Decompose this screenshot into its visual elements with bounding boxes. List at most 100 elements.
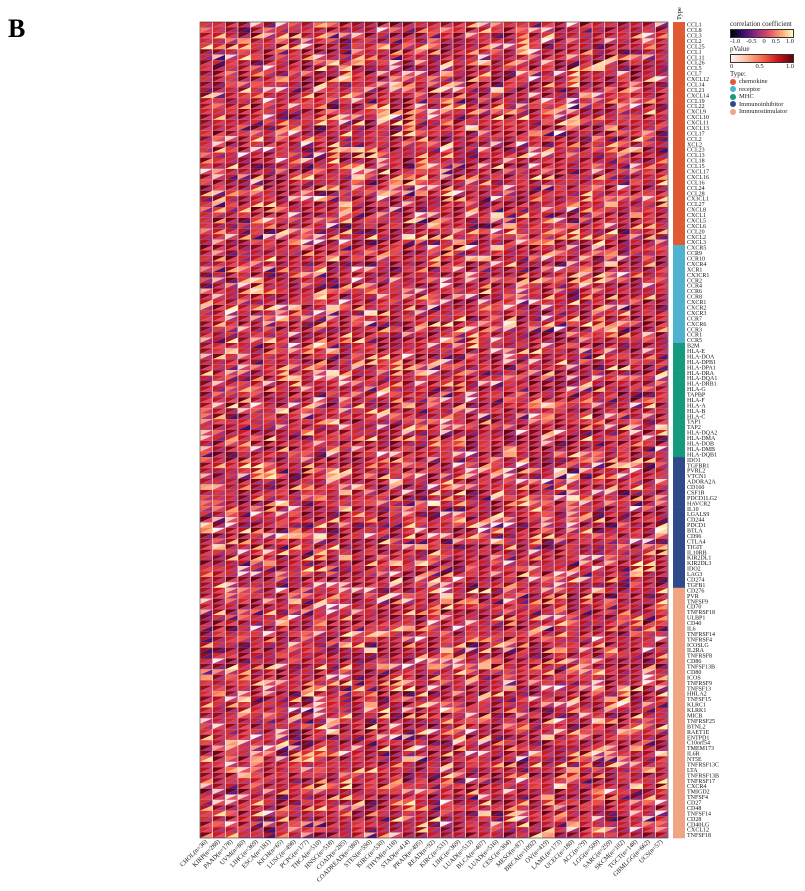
heatmap-cell-correlation: [225, 70, 238, 77]
heatmap-cell-correlation: [642, 245, 656, 251]
heatmap-cell-pvalue: [541, 239, 555, 246]
heatmap-cell-correlation: [212, 98, 226, 104]
heatmap-cell-correlation: [579, 168, 593, 175]
heatmap-cell-correlation: [592, 234, 605, 240]
heatmap-cell-correlation: [313, 43, 327, 50]
heatmap-cell-correlation: [427, 239, 441, 246]
heatmap-cell-pvalue: [301, 109, 314, 115]
heatmap-cell-correlation: [250, 136, 264, 142]
heatmap-cell-pvalue: [250, 234, 264, 240]
heatmap-cell-pvalue: [478, 32, 491, 39]
heatmap-cell-pvalue: [237, 65, 251, 71]
heatmap-cell-correlation: [478, 245, 491, 251]
heatmap-cell-correlation: [503, 114, 517, 120]
heatmap-cell-pvalue: [225, 49, 238, 55]
heatmap-cell-correlation: [604, 81, 618, 88]
heatmap-cell-correlation: [579, 217, 593, 224]
heatmap-cell-correlation: [200, 22, 213, 28]
heatmap-cell-pvalue: [630, 239, 643, 246]
heatmap-cell-correlation: [364, 92, 378, 99]
heatmap-cell-correlation: [326, 234, 340, 240]
heatmap-cell-pvalue: [604, 49, 618, 55]
heatmap-cell-correlation: [415, 114, 428, 120]
heatmap-cell-pvalue: [237, 168, 251, 175]
heatmap-cell-pvalue: [288, 109, 302, 115]
heatmap-cell-pvalue: [364, 27, 378, 33]
heatmap-cell-pvalue: [288, 190, 302, 197]
heatmap-cell-correlation: [554, 255, 567, 262]
heatmap-cell-pvalue: [237, 60, 251, 66]
heatmap-cell-correlation: [288, 27, 302, 33]
heatmap-cell-correlation: [351, 119, 365, 126]
heatmap-cell-pvalue: [364, 76, 378, 82]
heatmap-cell-correlation: [301, 163, 314, 169]
heatmap-cell-pvalue: [389, 196, 403, 202]
heatmap-cell-pvalue: [389, 87, 403, 93]
heatmap-cell-pvalue: [237, 255, 251, 262]
heatmap-cell-pvalue: [200, 98, 213, 104]
heatmap-cell-correlation: [415, 119, 428, 126]
heatmap-cell-correlation: [225, 261, 238, 267]
heatmap-cell-pvalue: [478, 27, 491, 33]
heatmap-cell-pvalue: [364, 65, 378, 71]
heatmap-cell-correlation: [200, 103, 213, 110]
heatmap-cell-pvalue: [415, 141, 428, 148]
heatmap-cell-pvalue: [490, 250, 504, 256]
heatmap-cell-pvalue: [237, 70, 251, 77]
heatmap-cell-correlation: [478, 32, 491, 39]
heatmap-cell-pvalue: [288, 179, 302, 186]
heatmap-cell-correlation: [275, 125, 289, 131]
heatmap-cell-pvalue: [263, 43, 276, 50]
heatmap-cell-correlation: [655, 38, 668, 44]
heatmap-cell-pvalue: [604, 190, 618, 197]
heatmap-cell-pvalue: [313, 179, 327, 186]
heatmap-cell-pvalue: [452, 32, 466, 39]
heatmap-cell-correlation: [415, 54, 428, 61]
heatmap-cell-correlation: [326, 109, 340, 115]
heatmap-cell-pvalue: [541, 76, 555, 82]
heatmap-cell-correlation: [503, 239, 517, 246]
heatmap-cell-pvalue: [630, 60, 643, 66]
heatmap-cell-correlation: [288, 32, 302, 39]
heatmap-cell-correlation: [237, 76, 251, 82]
heatmap-cell-correlation: [427, 109, 441, 115]
heatmap-cell-pvalue: [250, 174, 264, 180]
heatmap-cell-correlation: [339, 239, 352, 246]
heatmap-cell-correlation: [377, 185, 390, 191]
heatmap-cell-pvalue: [579, 60, 593, 66]
heatmap-cell-correlation: [630, 245, 643, 251]
heatmap-cell-correlation: [630, 147, 643, 153]
heatmap-cell-pvalue: [351, 228, 365, 235]
heatmap-cell-correlation: [364, 43, 378, 50]
heatmap-cell-pvalue: [377, 217, 390, 224]
heatmap-cell-correlation: [478, 136, 491, 142]
heatmap-cell-pvalue: [263, 60, 276, 66]
heatmap-cell-correlation: [301, 136, 314, 142]
heatmap-cell-pvalue: [237, 212, 251, 218]
heatmap-cell-correlation: [592, 179, 605, 186]
heatmap-cell-correlation: [655, 81, 668, 88]
heatmap-cell-correlation: [655, 163, 668, 169]
heatmap-cell-pvalue: [364, 98, 378, 104]
heatmap-cell-correlation: [554, 174, 567, 180]
heatmap-cell-pvalue: [604, 168, 618, 175]
heatmap-cell-pvalue: [377, 185, 390, 191]
heatmap-cell-correlation: [339, 190, 352, 197]
heatmap-cell-correlation: [225, 103, 238, 110]
heatmap-cell-pvalue: [630, 70, 643, 77]
heatmap-cell-pvalue: [415, 185, 428, 191]
heatmap-cell-pvalue: [263, 201, 276, 207]
heatmap-cell-correlation: [275, 38, 289, 44]
heatmap-cell-pvalue: [250, 250, 264, 256]
heatmap-cell-pvalue: [364, 119, 378, 126]
heatmap-cell-pvalue: [237, 250, 251, 256]
heatmap-cell-pvalue: [415, 103, 428, 110]
heatmap-cell-correlation: [465, 234, 479, 240]
heatmap-cell-pvalue: [288, 201, 302, 207]
heatmap-cell-correlation: [478, 158, 491, 164]
heatmap-cell-correlation: [225, 87, 238, 93]
heatmap-cell-correlation: [288, 201, 302, 207]
heatmap-cell-pvalue: [592, 255, 605, 262]
heatmap-cell-correlation: [554, 54, 567, 61]
heatmap-cell-pvalue: [490, 141, 504, 148]
